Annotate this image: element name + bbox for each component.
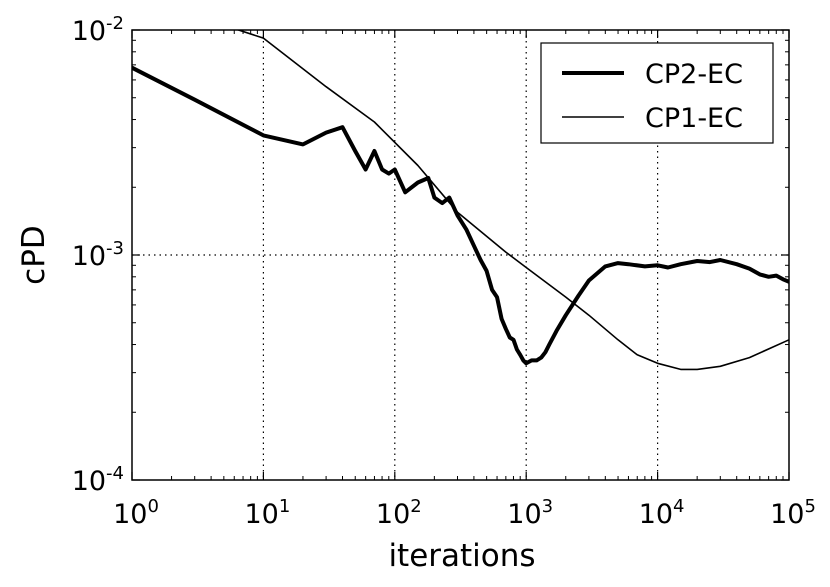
x-axis-label: iterations [388, 538, 535, 574]
x-tick-label: 100 [113, 496, 159, 530]
y-tick-label: 10-3 [72, 238, 124, 272]
y-tick-label: 10-4 [72, 463, 124, 497]
series-lines [132, 30, 789, 371]
tick-labels: 100 101 102 103 104 105 10-4 10-3 10-2 [72, 13, 816, 530]
legend: CP2-EC CP1-EC [540, 42, 774, 144]
series-line-cp1-ec [235, 30, 789, 371]
x-tick-label: 104 [639, 496, 685, 530]
y-tick-label: 10-2 [72, 13, 124, 47]
y-axis-label: cPD [16, 225, 52, 285]
x-tick-label: 103 [507, 496, 553, 530]
x-tick-label: 102 [376, 496, 422, 530]
x-tick-label: 105 [770, 496, 816, 530]
grid [132, 30, 789, 480]
x-tick-label: 101 [244, 496, 290, 530]
plot-frame [131, 29, 790, 481]
legend-box [540, 42, 774, 144]
legend-label-cp1-ec: CP1-EC [645, 103, 743, 134]
legend-label-cp2-ec: CP2-EC [645, 59, 743, 90]
series-line-cp2-ec [132, 65, 789, 366]
